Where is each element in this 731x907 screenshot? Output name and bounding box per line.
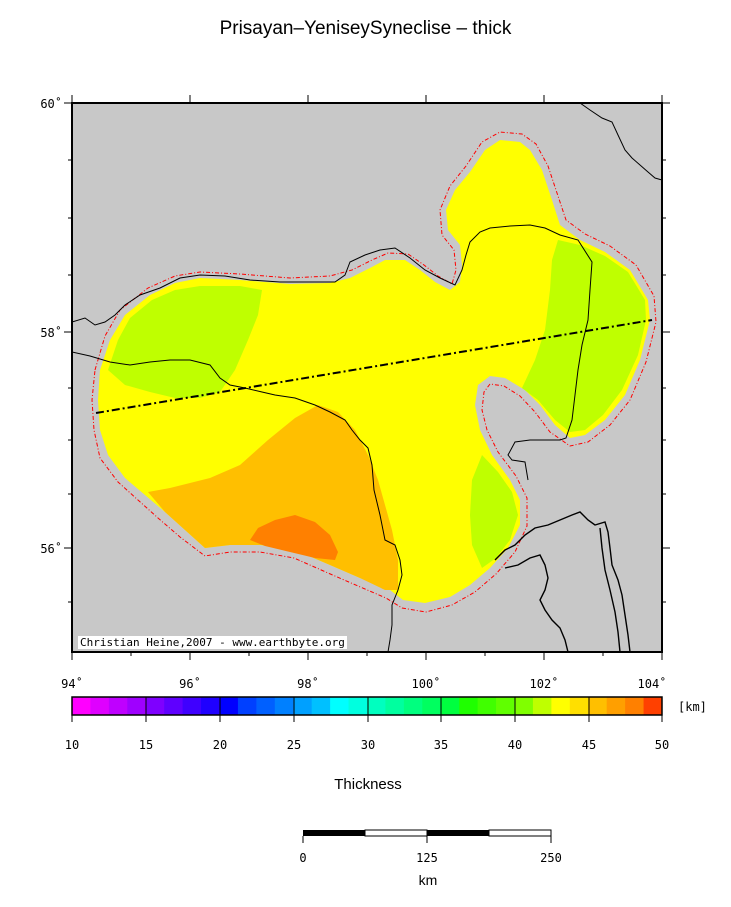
core-thickness-46-48: [250, 515, 338, 560]
scale-bar: [302, 829, 552, 843]
colorbar-cell: [90, 697, 110, 715]
colorbar-cell: [643, 697, 663, 715]
colorbar-cell: [293, 697, 313, 715]
north-river: [579, 103, 662, 181]
colorbar-tick-label: 20: [213, 738, 227, 752]
colorbar-cell: [108, 697, 128, 715]
colorbar-cell: [569, 697, 589, 715]
colorbar-cell: [477, 697, 497, 715]
colorbar-cell: [237, 697, 257, 715]
colorbar-ticks: [71, 697, 663, 722]
colorbar-cell: [72, 697, 91, 715]
colorbar-cell: [330, 697, 350, 715]
colorbar-cell: [625, 697, 645, 715]
colorbar-cell: [551, 697, 571, 715]
river-line-1: [72, 351, 403, 652]
lon-label: 98˚: [297, 676, 319, 691]
lake-baikal: [494, 511, 631, 652]
colorbar-cell: [440, 697, 460, 715]
colorbar-tick-label: 50: [655, 738, 669, 752]
colorbar-cell: [367, 697, 386, 715]
colorbar-cell: [588, 697, 608, 715]
colorbar-tick-label: 45: [582, 738, 596, 752]
colorbar-cell: [274, 697, 294, 715]
lon-label: 104˚: [638, 676, 667, 691]
country-border: [72, 224, 593, 481]
colorbar-frame: [71, 696, 663, 716]
colorbar-cell: [219, 697, 239, 715]
colorbar-cell: [606, 697, 626, 715]
lon-label: 96˚: [179, 676, 201, 691]
colorbar-label: Thickness: [334, 776, 402, 793]
colorbar-cell: [459, 697, 479, 715]
colorbar-tick-label: 35: [434, 738, 448, 752]
colorbar-cell: [514, 697, 534, 715]
scale-tick-label: 125: [416, 851, 438, 865]
colorbar-cell: [422, 697, 442, 715]
colorbar-tick-label: 10: [65, 738, 79, 752]
colorbar-cell: [496, 697, 515, 715]
colorbar-tick-label: 40: [508, 738, 522, 752]
colorbar-cell: [182, 697, 202, 715]
basin-boundary: [91, 131, 657, 613]
colorbar-cell: [348, 697, 368, 715]
lon-label: 94˚: [61, 676, 83, 691]
colorbar-cell: [311, 697, 331, 715]
colorbar-cell: [201, 697, 220, 715]
colorbar-unit: [km]: [678, 700, 707, 714]
lat-label: 60˚: [40, 96, 62, 111]
colorbar-tick-label: 25: [287, 738, 301, 752]
colorbar-cell: [164, 697, 184, 715]
map-ticks: [64, 95, 670, 660]
scale-unit: km: [418, 872, 438, 888]
map-title: Prisayan–YeniseySyneclise – thick: [219, 18, 512, 39]
colorbar-cell: [145, 697, 165, 715]
colorbar-cell: [403, 697, 423, 715]
colorbar: [72, 697, 663, 715]
west-thickness-40-42: [108, 286, 262, 398]
profile-line: [95, 319, 653, 414]
lon-label: 102˚: [530, 676, 559, 691]
credit-label: Christian Heine,2007 - www.earthbyte.org: [78, 636, 347, 649]
lat-label: 56˚: [40, 541, 62, 556]
scale-tick-label: 0: [299, 851, 306, 865]
lat-label: 58˚: [40, 325, 62, 340]
colorbar-cell: [532, 697, 552, 715]
colorbar-cell: [256, 697, 276, 715]
colorbar-cell: [385, 697, 405, 715]
colorbar-tick-label: 30: [361, 738, 375, 752]
southwest-thickness-44-46: [148, 405, 398, 590]
colorbar-tick-label: 15: [139, 738, 153, 752]
lon-label: 100˚: [412, 676, 441, 691]
colorbar-cell: [127, 697, 147, 715]
scale-tick-label: 250: [540, 851, 562, 865]
south-thickness-40-42: [470, 455, 518, 568]
